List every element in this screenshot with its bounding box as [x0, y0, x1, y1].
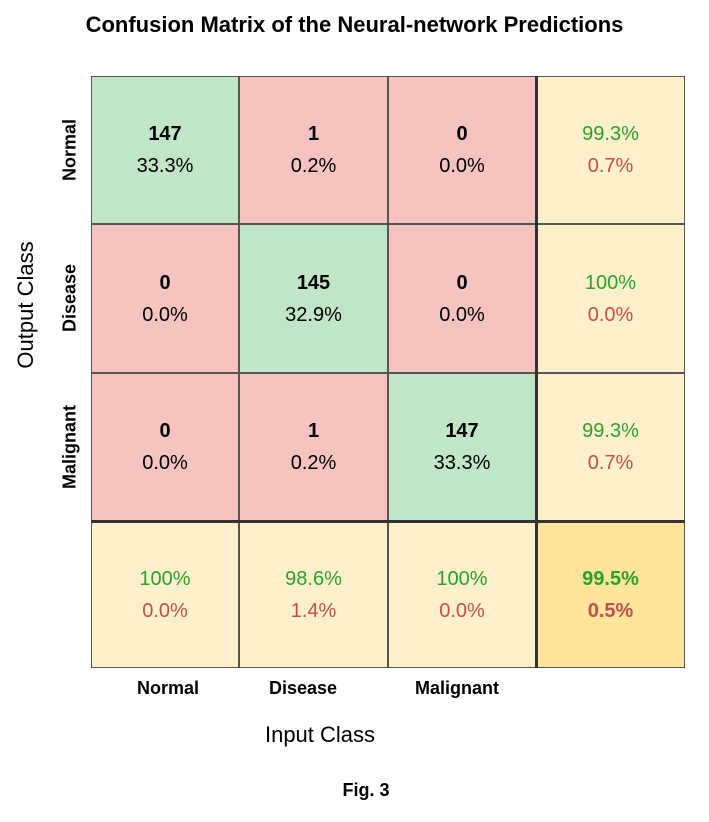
cell-percent: 0.0% — [439, 155, 485, 177]
row-summary-disease: 100% 0.0% — [536, 224, 685, 373]
row-label-normal: Normal — [59, 118, 80, 182]
cell-percent: 0.0% — [142, 303, 188, 326]
cell-count: 145 — [296, 271, 331, 294]
error-rate: 0.0% — [439, 599, 485, 622]
cell-percent: 0.0% — [439, 303, 485, 326]
cell-count: 1 — [307, 123, 320, 145]
cell-percent: 0.0% — [142, 452, 188, 474]
cell-disease-normal: 0 0.0% — [91, 224, 239, 373]
col-label-malignant: Malignant — [415, 678, 499, 698]
cell-malignant-disease: 1 0.2% — [239, 373, 388, 521]
correct-rate: 99.3% — [582, 420, 639, 442]
error-rate: 0.7% — [587, 452, 634, 474]
cell-count: 1 — [307, 420, 320, 442]
cell-count: 147 — [148, 123, 182, 145]
cell-disease-disease: 145 32.9% — [239, 224, 388, 373]
cell-normal-malignant: 0 0.0% — [388, 76, 536, 224]
summary-column-divider — [535, 76, 538, 668]
correct-rate: 99.3% — [582, 123, 639, 145]
col-summary-disease: 98.6% 1.4% — [239, 521, 388, 668]
cell-percent: 0.2% — [290, 452, 337, 474]
cell-count: 0 — [456, 271, 468, 294]
cell-percent: 32.9% — [285, 303, 342, 326]
cell-disease-malignant: 0 0.0% — [388, 224, 536, 373]
row-summary-normal: 99.3% 0.7% — [536, 76, 685, 224]
cell-normal-disease: 1 0.2% — [239, 76, 388, 224]
cell-count: 0 — [159, 271, 171, 294]
error-rate: 1.4% — [290, 599, 337, 622]
cell-percent: 33.3% — [136, 155, 194, 177]
x-axis-label: Input Class — [264, 722, 376, 747]
cell-percent: 0.2% — [290, 155, 337, 177]
confusion-matrix-grid: 147 33.3% 1 0.2% 0 0.0% 99.3% 0.7% 0 0.0% 145 32.9%… — [91, 76, 685, 668]
error-rate: 0.0% — [587, 303, 634, 326]
cell-malignant-malignant: 147 33.3% — [388, 373, 536, 521]
overall-accuracy-cell: 99.5% 0.5% — [536, 521, 685, 668]
correct-rate: 100% — [139, 567, 191, 590]
cell-count: 147 — [445, 420, 479, 442]
col-label-normal: Normal — [136, 678, 200, 698]
figure-caption: Fig. 3 — [342, 780, 390, 800]
row-label-malignant: Malignant — [59, 405, 80, 489]
error-rate: 0.0% — [142, 599, 188, 622]
cell-percent: 33.3% — [433, 452, 491, 474]
cell-count: 0 — [456, 123, 468, 145]
error-rate: 0.7% — [587, 155, 634, 177]
col-label-disease: Disease — [268, 678, 338, 698]
row-label-disease: Disease — [59, 263, 80, 333]
cell-count: 0 — [159, 420, 171, 442]
chart-title: Confusion Matrix of the Neural-network P… — [85, 12, 624, 37]
cell-normal-normal: 147 33.3% — [91, 76, 239, 224]
col-summary-normal: 100% 0.0% — [91, 521, 239, 668]
summary-row-divider — [91, 520, 685, 523]
correct-rate: 100% — [584, 271, 637, 294]
cell-malignant-normal: 0 0.0% — [91, 373, 239, 521]
overall-correct-rate: 99.5% — [582, 567, 639, 590]
overall-error-rate: 0.5% — [587, 599, 634, 622]
y-axis-label: Output Class — [13, 241, 38, 369]
row-summary-malignant: 99.3% 0.7% — [536, 373, 685, 521]
correct-rate: 100% — [436, 567, 488, 590]
col-summary-malignant: 100% 0.0% — [388, 521, 536, 668]
correct-rate: 98.6% — [285, 567, 342, 590]
